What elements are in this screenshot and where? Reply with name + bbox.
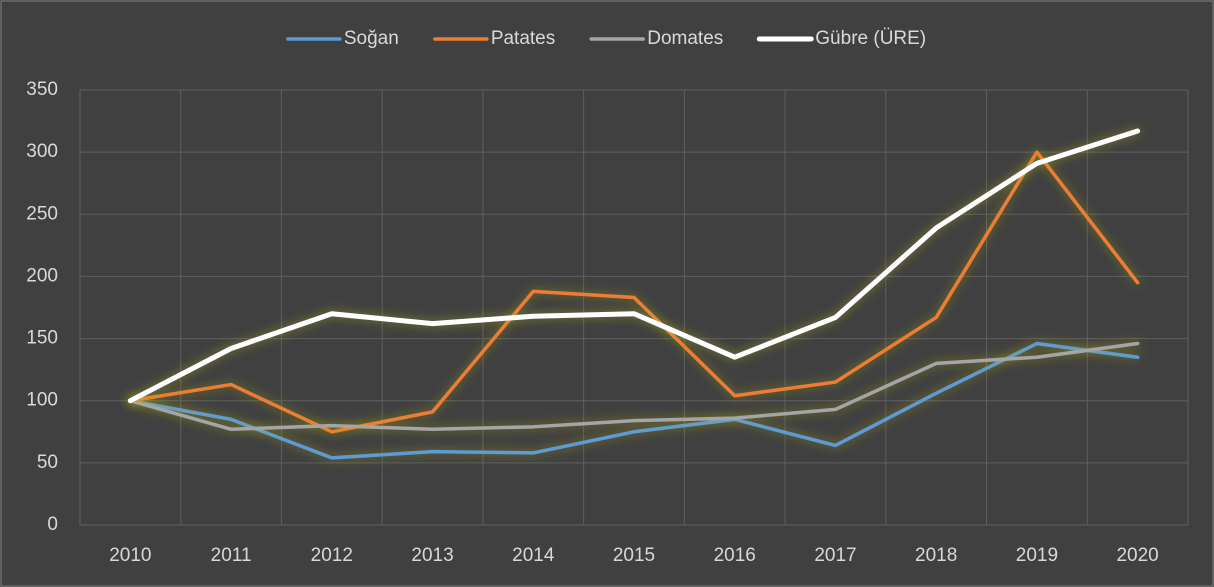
legend-label: Domates	[647, 28, 723, 49]
x-tick-label: 2018	[915, 545, 957, 566]
series-line	[127, 128, 1141, 404]
y-tick-label: 200	[26, 265, 58, 286]
y-tick-label: 350	[26, 79, 58, 100]
legend: Soğan Patates Domates Gübre (ÜRE)	[286, 28, 926, 49]
legend-label: Patates	[491, 28, 555, 49]
y-tick-label: 0	[47, 514, 58, 535]
x-tick-label: 2010	[109, 545, 151, 566]
legend-label: Gübre (ÜRE)	[815, 28, 926, 49]
y-tick-label: 250	[26, 203, 58, 224]
x-tick-label: 2011	[211, 545, 252, 566]
y-tick-label: 100	[26, 390, 58, 411]
series-line	[128, 150, 1140, 434]
x-tick-label: 2019	[1016, 545, 1058, 566]
y-tick-label: 50	[37, 452, 58, 473]
series-line	[128, 341, 1140, 460]
legend-label: Soğan	[344, 28, 399, 49]
x-tick-label: 2016	[714, 545, 756, 566]
series-line	[128, 341, 1140, 432]
x-tick-label: 2013	[411, 545, 453, 566]
x-tick-label: 2014	[512, 545, 555, 566]
x-tick-label: 2017	[814, 545, 856, 566]
x-tick-label: 2012	[311, 545, 353, 566]
x-tick-label: 2020	[1116, 545, 1158, 566]
y-tick-label: 150	[26, 328, 58, 349]
x-tick-label: 2015	[613, 545, 655, 566]
y-tick-label: 300	[26, 141, 58, 162]
